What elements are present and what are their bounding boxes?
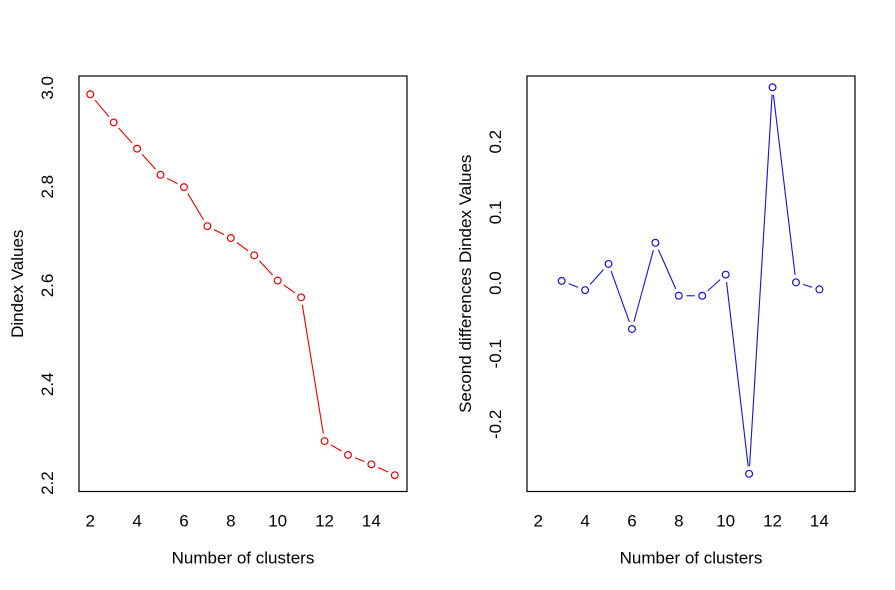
y-tick-label: 0.0 (486, 271, 505, 295)
second-diff-xaxis-title: Number of clusters (620, 549, 763, 568)
data-segment (187, 193, 205, 221)
data-segment (301, 304, 324, 434)
data-segment (749, 94, 773, 467)
data-point (627, 324, 636, 333)
data-segment (330, 444, 342, 452)
data-segment (377, 466, 389, 473)
y-tick-label: 2.6 (38, 274, 57, 298)
data-point (179, 183, 188, 192)
data-point (721, 270, 730, 279)
second-diff-yaxis-title: Second differences Dindex Values (456, 155, 475, 413)
x-tick-label: 6 (627, 512, 636, 531)
x-tick-label: 14 (810, 512, 829, 531)
y-tick-label: -0.2 (486, 410, 505, 439)
data-segment (236, 242, 249, 252)
data-point (86, 90, 95, 99)
x-tick-label: 10 (716, 512, 735, 531)
data-point (343, 450, 352, 459)
y-tick-label: -0.1 (486, 339, 505, 368)
dindex-xaxis-title: Number of clusters (172, 549, 315, 568)
data-point (815, 285, 824, 294)
data-segment (726, 281, 749, 467)
x-tick-label: 6 (179, 512, 188, 531)
data-point (297, 293, 306, 302)
data-point (557, 276, 566, 285)
y-tick-label: 3.0 (38, 76, 57, 100)
data-point (674, 291, 683, 300)
y-tick-label: 0.2 (486, 130, 505, 154)
data-point (109, 118, 118, 127)
x-tick-label: 8 (674, 512, 683, 531)
data-segment (118, 127, 133, 144)
data-segment (354, 457, 365, 463)
data-point (698, 291, 707, 300)
x-tick-label: 4 (132, 512, 141, 531)
data-point (273, 276, 282, 285)
data-segment (657, 249, 677, 290)
data-segment (166, 177, 178, 185)
data-segment (633, 249, 654, 322)
data-point (791, 278, 800, 287)
data-point (156, 170, 165, 179)
x-tick-label: 12 (763, 512, 782, 531)
data-segment (707, 279, 721, 292)
y-tick-label: 0.1 (486, 201, 505, 225)
y-tick-label: 2.2 (38, 471, 57, 495)
y-tick-label: 2.8 (38, 175, 57, 199)
data-point (226, 234, 235, 243)
data-point (604, 259, 613, 268)
data-point (745, 469, 754, 478)
x-tick-label: 8 (226, 512, 235, 531)
data-segment (772, 94, 796, 275)
data-segment (213, 229, 225, 236)
x-tick-label: 2 (534, 512, 543, 531)
data-segment (258, 260, 273, 276)
x-tick-label: 4 (580, 512, 589, 531)
dindex-yaxis-title: Dindex Values (8, 230, 27, 338)
data-point (367, 460, 376, 469)
y-tick-label: 2.4 (38, 372, 57, 396)
second-differences-plot: Number of clusters Second differences Di… (456, 75, 856, 568)
data-segment (802, 283, 813, 288)
data-segment (94, 99, 110, 118)
data-segment (283, 284, 296, 294)
dindex-values-plot: Number of clusters Dindex Values 2 4 6 8 10 1… (8, 75, 408, 568)
data-point (133, 144, 142, 153)
x-tick-label: 12 (315, 512, 334, 531)
x-tick-label: 10 (268, 512, 287, 531)
data-segment (141, 153, 156, 170)
data-point (250, 251, 259, 260)
data-point (651, 238, 660, 247)
data-point (768, 83, 777, 92)
data-segment (568, 283, 579, 288)
plot-frame (78, 75, 408, 493)
plot-frame (526, 75, 856, 493)
data-segment (610, 270, 630, 323)
x-tick-label: 2 (86, 512, 95, 531)
data-point (203, 222, 212, 231)
data-point (320, 437, 329, 446)
data-point (581, 286, 590, 295)
data-point (390, 471, 399, 480)
x-tick-label: 14 (362, 512, 381, 531)
data-segment (589, 269, 604, 285)
